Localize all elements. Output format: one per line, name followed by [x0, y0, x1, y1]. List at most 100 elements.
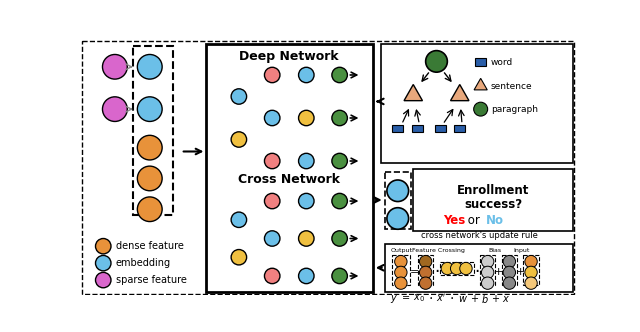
Circle shape — [332, 153, 348, 169]
Bar — [381, 44, 573, 163]
Bar — [524, 255, 539, 285]
Text: $x_0$: $x_0$ — [413, 293, 424, 304]
Bar — [454, 124, 465, 132]
Circle shape — [264, 231, 280, 246]
Circle shape — [387, 180, 408, 202]
Polygon shape — [404, 85, 422, 101]
Bar — [392, 255, 410, 285]
Circle shape — [264, 268, 280, 284]
Circle shape — [138, 197, 162, 221]
Circle shape — [332, 268, 348, 284]
Circle shape — [503, 255, 516, 268]
Circle shape — [441, 262, 454, 275]
Bar — [502, 255, 517, 285]
Circle shape — [264, 153, 280, 169]
Circle shape — [138, 166, 162, 191]
Circle shape — [298, 153, 314, 169]
Circle shape — [481, 255, 494, 268]
Text: ·: · — [428, 291, 433, 305]
Text: $b$: $b$ — [481, 292, 488, 304]
Text: ·: · — [474, 263, 479, 282]
Circle shape — [387, 208, 408, 229]
Circle shape — [525, 266, 537, 279]
Circle shape — [395, 277, 407, 289]
Circle shape — [102, 97, 127, 122]
Text: $x$: $x$ — [502, 293, 510, 303]
Circle shape — [298, 231, 314, 246]
Circle shape — [231, 250, 246, 265]
Circle shape — [460, 262, 472, 275]
Bar — [206, 44, 373, 291]
Text: Output: Output — [390, 248, 413, 253]
Text: $y$: $y$ — [390, 292, 398, 304]
Circle shape — [102, 54, 127, 79]
Circle shape — [419, 266, 432, 279]
Circle shape — [395, 255, 407, 268]
Circle shape — [481, 277, 494, 289]
Circle shape — [298, 193, 314, 209]
Bar — [412, 124, 422, 132]
Circle shape — [503, 266, 516, 279]
Bar — [476, 58, 486, 66]
Circle shape — [525, 255, 537, 268]
Circle shape — [332, 67, 348, 83]
Bar — [392, 124, 403, 132]
Circle shape — [264, 110, 280, 126]
Circle shape — [419, 277, 432, 289]
Text: Deep Network: Deep Network — [239, 50, 339, 63]
Text: word: word — [491, 58, 513, 67]
Circle shape — [298, 67, 314, 83]
Text: success?: success? — [464, 198, 522, 211]
Circle shape — [474, 102, 488, 116]
Circle shape — [95, 272, 111, 288]
Text: Enrollment: Enrollment — [457, 184, 529, 197]
Circle shape — [95, 255, 111, 271]
Bar — [132, 46, 173, 215]
Circle shape — [332, 231, 348, 246]
Circle shape — [264, 67, 280, 83]
Text: =: = — [410, 267, 419, 277]
Text: dense feature: dense feature — [116, 241, 184, 251]
Text: Yes: Yes — [443, 214, 465, 227]
Circle shape — [419, 255, 432, 268]
Circle shape — [503, 277, 516, 289]
Circle shape — [332, 193, 348, 209]
Bar — [418, 255, 433, 285]
Text: or: or — [464, 214, 483, 227]
Text: No: No — [486, 214, 504, 227]
Polygon shape — [474, 78, 487, 90]
Text: +: + — [492, 293, 499, 303]
Circle shape — [231, 89, 246, 104]
Text: Input: Input — [513, 248, 530, 253]
Circle shape — [481, 266, 494, 279]
Circle shape — [298, 268, 314, 284]
Circle shape — [138, 54, 162, 79]
Text: ·: · — [434, 263, 439, 282]
Circle shape — [95, 238, 111, 254]
Bar — [440, 262, 474, 276]
Bar — [480, 255, 495, 285]
Bar — [413, 169, 573, 231]
Text: sentence: sentence — [491, 82, 532, 91]
Bar — [385, 172, 411, 229]
Text: +: + — [494, 267, 503, 277]
Circle shape — [298, 110, 314, 126]
Text: sparse feature: sparse feature — [116, 275, 186, 285]
Circle shape — [264, 193, 280, 209]
Text: embedding: embedding — [116, 258, 171, 268]
Circle shape — [332, 110, 348, 126]
Circle shape — [451, 262, 463, 275]
Bar — [435, 124, 446, 132]
Circle shape — [138, 97, 162, 122]
Text: =: = — [402, 293, 410, 303]
Text: +: + — [470, 293, 477, 303]
Text: $w$: $w$ — [458, 293, 468, 303]
Bar — [385, 244, 573, 291]
Circle shape — [426, 50, 447, 72]
Text: +: + — [515, 267, 525, 277]
Circle shape — [525, 277, 537, 289]
Circle shape — [231, 132, 246, 147]
Text: Cross Network: Cross Network — [238, 174, 340, 187]
Text: Feature Crossing: Feature Crossing — [412, 248, 465, 253]
Text: paragraph: paragraph — [491, 105, 538, 114]
